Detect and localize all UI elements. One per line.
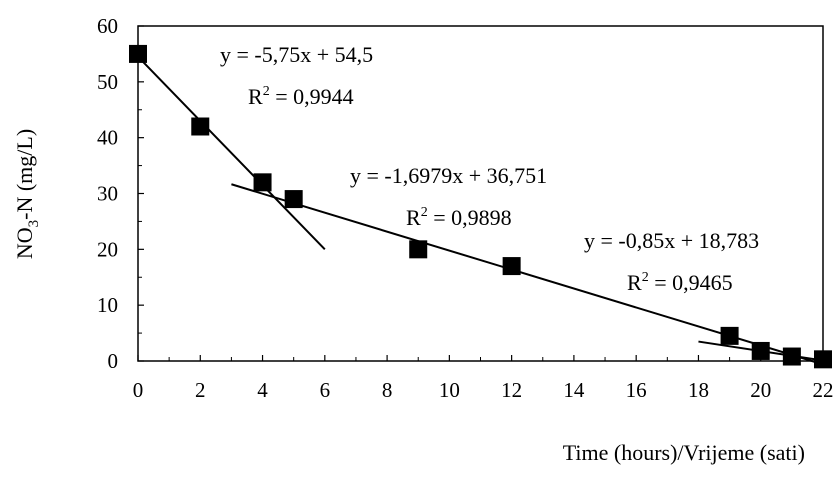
x-axis-ticks (137, 355, 824, 361)
x-axis-label: Time (hours)/Vrijeme (sati) (563, 440, 805, 465)
data-point (284, 190, 303, 209)
x-tick-label: 18 (688, 378, 709, 402)
x-tick-label: 14 (563, 378, 585, 402)
x-tick-label: 2 (195, 378, 206, 402)
y-tick-label: 0 (108, 349, 119, 373)
r2-value: = 0,9944 (270, 84, 354, 109)
x-tick-label: 20 (750, 378, 771, 402)
r2-superscript: 2 (421, 205, 428, 220)
data-point (502, 257, 521, 276)
y-tick-label: 30 (97, 182, 118, 206)
trendline-1 (137, 56, 326, 251)
data-point (253, 173, 272, 192)
r2-value: = 0,9898 (428, 205, 512, 230)
r2-value: = 0,9465 (649, 270, 733, 295)
r2-symbol: R (248, 84, 263, 109)
data-points (129, 44, 832, 369)
y-axis-label: NO3-N (mg/L) (12, 129, 42, 259)
x-tick-label: 12 (501, 378, 522, 402)
trendline-3-equation: y = -0,85x + 18,783 (584, 228, 759, 253)
y-axis-tick-labels: 0 10 20 30 40 50 60 (97, 14, 118, 373)
trendline-equations: y = -5,75x + 54,5 R2 = 0,9944 y = -1,697… (220, 42, 759, 295)
trendline-2-r2: R2 = 0,9898 (406, 205, 512, 230)
plot-frame (137, 25, 824, 362)
trendline-1-equation: y = -5,75x + 54,5 (220, 42, 373, 67)
x-tick-label: 16 (626, 378, 647, 402)
data-point (720, 326, 739, 345)
r2-symbol: R (627, 270, 642, 295)
data-point (782, 347, 801, 366)
x-tick-label: 10 (439, 378, 460, 402)
x-tick-label: 8 (382, 378, 393, 402)
x-tick-label: 0 (133, 378, 144, 402)
y-tick-label: 10 (97, 293, 118, 317)
trendline-1-r2: R2 = 0,9944 (248, 84, 354, 109)
data-point (191, 117, 210, 136)
data-point (129, 44, 147, 63)
y-tick-label: 40 (97, 126, 118, 150)
trendline-3-r2: R2 = 0,9465 (627, 270, 733, 295)
data-point (409, 240, 428, 259)
y-tick-label: 60 (97, 14, 118, 38)
r2-symbol: R (406, 205, 421, 230)
y-axis-label-subscript: 3 (26, 220, 42, 228)
y-tick-label: 20 (97, 237, 118, 261)
x-axis-tick-labels: 0 2 4 6 8 10 12 14 16 18 20 22 (133, 378, 834, 402)
x-tick-label: 6 (320, 378, 331, 402)
x-tick-label: 4 (257, 378, 268, 402)
x-tick-label: 22 (813, 378, 834, 402)
data-point (751, 341, 770, 360)
data-point (814, 350, 832, 369)
trendline-2-equation: y = -1,6979x + 36,751 (350, 163, 547, 188)
y-tick-label: 50 (97, 70, 118, 94)
r2-superscript: 2 (642, 270, 649, 285)
r2-superscript: 2 (263, 84, 270, 99)
y-axis-label-rest: -N (mg/L) (12, 129, 37, 220)
y-axis-ticks (138, 25, 144, 362)
y-axis-label-base: NO (12, 227, 37, 259)
